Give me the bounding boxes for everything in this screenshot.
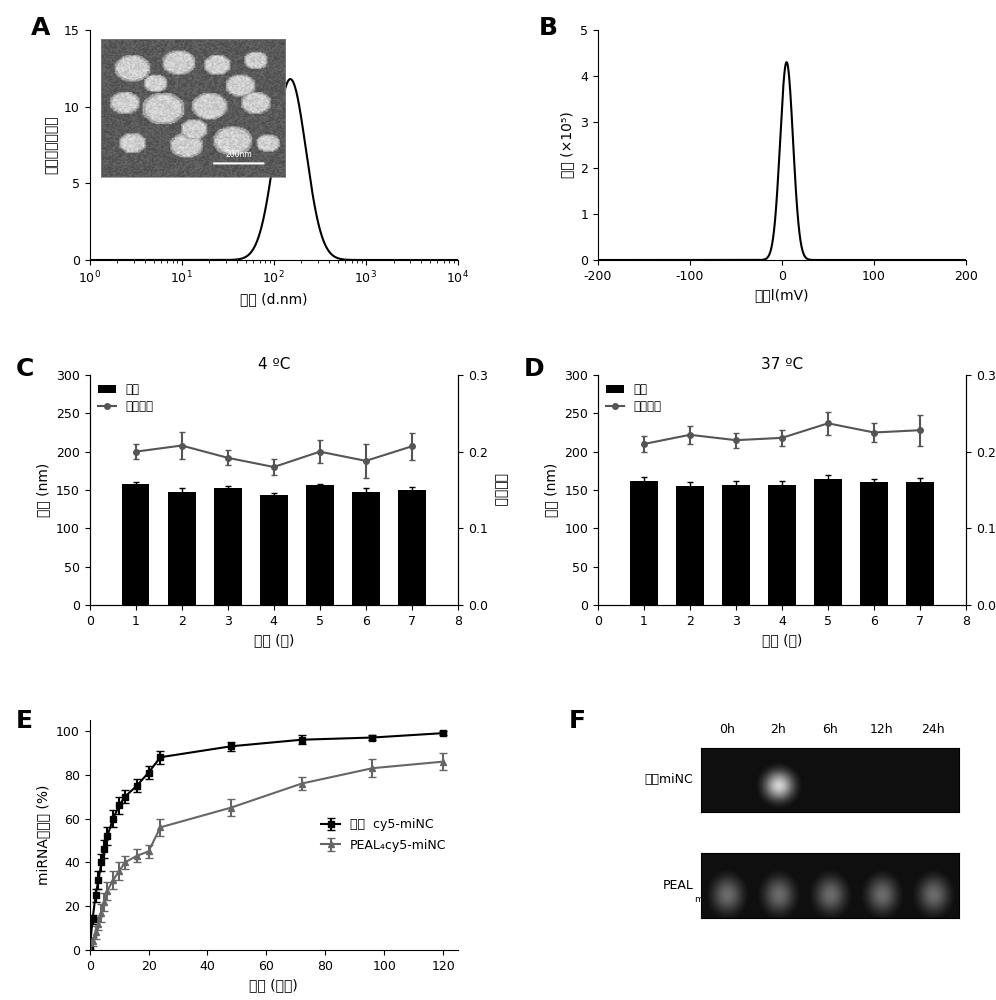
Bar — [630, 481, 657, 605]
Text: D: D — [524, 357, 545, 381]
Text: B: B — [539, 16, 558, 40]
Y-axis label: miRNA的释放 (%): miRNA的释放 (%) — [37, 785, 51, 885]
Text: 24h: 24h — [921, 723, 945, 736]
Title: 4 ºC: 4 ºC — [258, 357, 290, 372]
Bar — [906, 482, 934, 605]
Y-axis label: 粒径 (nm): 粒径 (nm) — [37, 463, 51, 517]
Text: 0h: 0h — [719, 723, 735, 736]
X-axis label: 粒径 (d.nm): 粒径 (d.nm) — [240, 292, 308, 306]
Text: F: F — [569, 708, 586, 732]
Text: 游离miNC: 游离miNC — [644, 773, 693, 786]
Text: C: C — [16, 357, 34, 381]
Text: 6h: 6h — [822, 723, 838, 736]
Bar — [168, 492, 195, 605]
Y-axis label: 粒径 (nm): 粒径 (nm) — [545, 463, 559, 517]
Y-axis label: 分散系数: 分散系数 — [493, 473, 507, 507]
Bar — [352, 492, 379, 605]
X-axis label: 时间 (天): 时间 (天) — [762, 633, 802, 647]
Bar — [814, 479, 842, 605]
X-axis label: 电荷l(mV): 电荷l(mV) — [755, 288, 809, 302]
Bar — [861, 482, 887, 605]
Text: 12h: 12h — [870, 723, 893, 736]
Bar — [768, 485, 796, 605]
X-axis label: 时间 (天): 时间 (天) — [254, 633, 294, 647]
Title: 37 ºC: 37 ºC — [761, 357, 803, 372]
Bar — [676, 486, 704, 605]
Legend: 粒径, 分散系数: 粒径, 分散系数 — [604, 381, 663, 415]
Text: miNC: miNC — [694, 895, 718, 904]
Y-axis label: 强度（百分比）: 强度（百分比） — [45, 116, 59, 174]
Bar — [306, 485, 334, 605]
Y-axis label: 总数 (×10⁵): 总数 (×10⁵) — [561, 112, 575, 178]
Bar — [260, 495, 288, 605]
Text: A: A — [31, 16, 50, 40]
Text: PEAL: PEAL — [662, 879, 693, 892]
Bar — [122, 484, 149, 605]
Bar — [398, 490, 425, 605]
Bar — [722, 485, 750, 605]
Text: E: E — [16, 708, 33, 732]
Bar — [214, 488, 242, 605]
X-axis label: 时间 (小时): 时间 (小时) — [249, 978, 298, 992]
Text: 2h: 2h — [771, 723, 786, 736]
Legend: 游离  cy5-miNC, PEAL₄cy5-miNC: 游离 cy5-miNC, PEAL₄cy5-miNC — [317, 813, 451, 857]
Legend: 粒径, 分散系数: 粒径, 分散系数 — [96, 381, 155, 415]
